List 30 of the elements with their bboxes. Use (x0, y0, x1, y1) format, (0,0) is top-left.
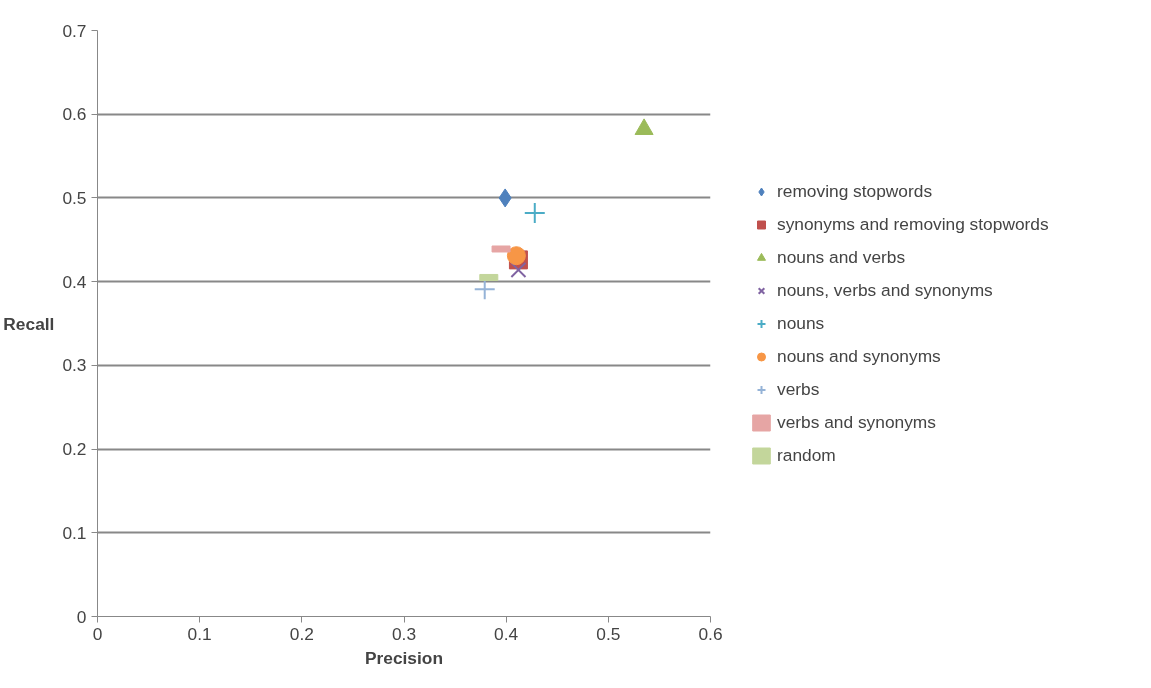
x-tick-label: 0.5 (596, 623, 621, 644)
x-tick-label: 0.3 (391, 623, 417, 644)
point (523, 202, 546, 224)
y-axis-title: Recall (3, 313, 55, 334)
y-tick-label: 0.3 (62, 355, 87, 376)
legend-label: nouns and verbs (777, 246, 906, 268)
x-tick-label: 0.4 (494, 623, 519, 644)
x-axis-title: Precision (364, 647, 444, 668)
point (498, 188, 512, 208)
y-tick-label: 0.2 (62, 439, 87, 460)
y-tick-label: 0.7 (62, 20, 87, 41)
legend-label: verbs (777, 378, 820, 400)
y-tick-label: 0.5 (62, 187, 87, 208)
y-tick-label: 0.6 (62, 104, 87, 125)
legend-label: removing stopwords (777, 180, 933, 202)
x-tick-label: 0.2 (289, 623, 314, 644)
legend-label: nouns (777, 312, 825, 334)
x-tick-label: 0.1 (187, 623, 212, 644)
x-tick-label: 0.6 (698, 623, 723, 644)
y-tick-label: 0.4 (62, 271, 87, 292)
legend-label: synonyms and removing stopwords (777, 213, 1049, 235)
legend-label: nouns and synonyms (777, 345, 941, 367)
legend-label: verbs and synonyms (777, 411, 936, 433)
x-tick-label: 0 (92, 623, 103, 644)
point (473, 278, 496, 301)
legend-label: random (777, 444, 836, 466)
point (510, 261, 527, 278)
y-tick-label: 0.1 (62, 522, 87, 543)
y-tick-label: 0 (76, 606, 87, 627)
legend-label: nouns, verbs and synonyms (777, 279, 993, 301)
